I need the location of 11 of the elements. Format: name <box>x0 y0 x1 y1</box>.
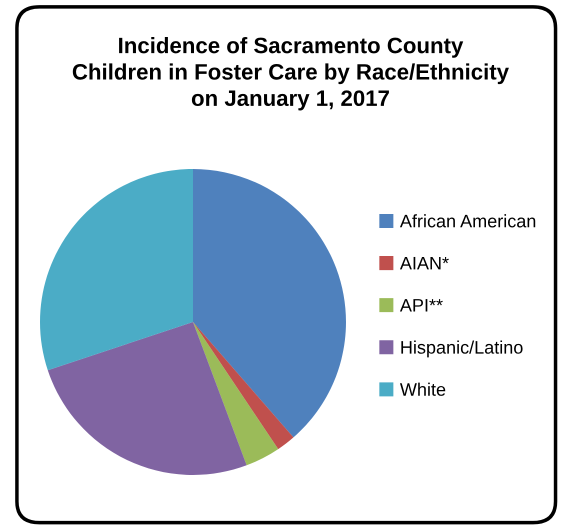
legend-label: African American <box>400 214 536 228</box>
pie-slice <box>193 322 294 450</box>
legend-label: White <box>400 382 446 396</box>
pie-slice <box>193 169 346 438</box>
pie-slice <box>48 322 247 475</box>
legend-label: Hispanic/Latino <box>401 340 523 358</box>
legend-label: API** <box>400 299 443 312</box>
chart-title: Incidence of Sacramento County Children in Foster Care by Race/Ethnicity on January 1, 2017 <box>72 37 509 110</box>
pie-slice <box>40 169 193 370</box>
pie-slice <box>193 322 278 466</box>
legend-label: AIAN* <box>400 256 449 270</box>
